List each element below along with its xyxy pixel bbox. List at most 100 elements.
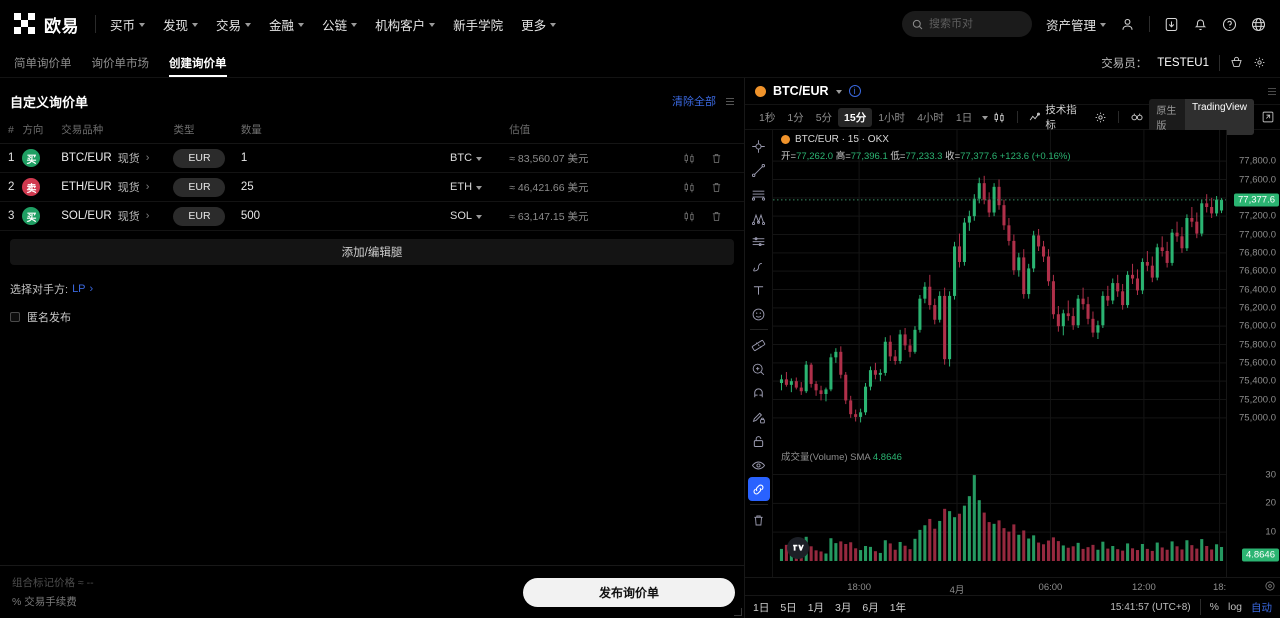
text-tool-icon[interactable] (748, 278, 770, 302)
anonymous-checkbox[interactable] (10, 312, 20, 322)
zoom-icon[interactable] (748, 357, 770, 381)
fullscreen-icon[interactable] (1262, 111, 1274, 123)
timeframe-15m[interactable]: 15分 (838, 107, 873, 127)
timeframe-4h[interactable]: 4小时 (917, 111, 944, 124)
nav-item-institutional[interactable]: 机构客户 (375, 15, 436, 34)
nav-item-trade[interactable]: 交易 (216, 15, 252, 34)
time-axis[interactable]: 18:00 4月 06:00 12:00 18: (745, 577, 1280, 596)
row-quantity[interactable]: 500 (240, 201, 451, 231)
direction-badge-buy[interactable]: 买 (22, 207, 41, 225)
crosshair-icon[interactable] (748, 134, 770, 158)
direction-badge-sell[interactable]: 卖 (22, 178, 41, 196)
counterparty-value[interactable]: LP (72, 283, 86, 295)
publish-rfq-button[interactable]: 发布询价单 (523, 578, 735, 607)
layout-icon[interactable] (1230, 56, 1243, 69)
chart-settings-gear-icon[interactable] (1089, 111, 1112, 124)
row-direction[interactable]: 买 (22, 143, 62, 173)
nav-item-finance[interactable]: 金融 (269, 15, 305, 34)
row-currency[interactable]: BTC (450, 143, 510, 173)
delete-icon[interactable] (710, 181, 723, 194)
bell-icon[interactable] (1193, 17, 1208, 32)
currency-selector[interactable]: BTC (450, 152, 509, 164)
row-quantity[interactable]: 25 (240, 172, 451, 202)
nav-item-more[interactable]: 更多 (521, 15, 557, 34)
nav-item-chain[interactable]: 公链 (322, 15, 358, 34)
currency-selector[interactable]: SOL (450, 210, 509, 222)
info-icon[interactable]: i (848, 85, 861, 97)
timeframe-1s[interactable]: 1秒 (759, 111, 776, 124)
chart-menu-icon[interactable] (1268, 87, 1276, 95)
drawing-lock-icon[interactable] (748, 405, 770, 429)
download-icon[interactable] (1164, 17, 1179, 32)
globe-icon[interactable] (1251, 17, 1266, 32)
type-pill[interactable]: EUR (173, 206, 226, 226)
row-direction[interactable]: 买 (22, 201, 62, 231)
type-pill[interactable]: EUR (173, 148, 226, 168)
timeframe-5m[interactable]: 5分 (815, 111, 833, 124)
search-box[interactable] (901, 11, 1032, 37)
okx-logo[interactable]: 欧易 (14, 12, 79, 37)
price-axis[interactable]: 77,800.077,600.077,400.077,200.077,000.0… (1226, 130, 1280, 577)
range-1d[interactable]: 1日 (753, 601, 770, 614)
row-type[interactable]: EUR (173, 201, 241, 231)
row-instrument[interactable]: BTC/EUR 现货 › (61, 143, 174, 173)
resize-handle[interactable] (734, 608, 742, 616)
horizontal-lines-icon[interactable] (748, 182, 770, 206)
delete-icon[interactable] (710, 152, 723, 165)
magnet-icon[interactable] (748, 381, 770, 405)
range-1y[interactable]: 1年 (889, 601, 907, 614)
quantity-input[interactable]: 500 (240, 210, 260, 222)
timeframe-1d[interactable]: 1日 (955, 111, 973, 124)
panel-grip-icon[interactable] (726, 97, 734, 105)
nav-item-academy[interactable]: 新手学院 (453, 15, 503, 34)
view-mode-tradingview[interactable]: TradingView (1184, 99, 1254, 135)
row-type[interactable]: EUR (173, 172, 241, 202)
row-instrument[interactable]: SOL/EUR 现货 › (61, 201, 174, 231)
row-quantity[interactable]: 1 (240, 143, 451, 173)
range-5d[interactable]: 5日 (780, 601, 797, 614)
axis-settings-icon[interactable] (1264, 580, 1276, 592)
percent-scale-toggle[interactable]: % (1209, 601, 1219, 613)
link-tool-icon[interactable] (747, 477, 770, 501)
measure-ruler-icon[interactable] (748, 333, 770, 357)
search-input[interactable] (928, 18, 1022, 30)
instrument-selector[interactable]: ETH/EUR 现货 › (61, 179, 173, 195)
anonymous-publish-row[interactable]: 匿名发布 (10, 309, 744, 325)
help-icon[interactable] (1222, 17, 1237, 32)
timeframe-1h[interactable]: 1小时 (878, 111, 906, 124)
row-instrument[interactable]: ETH/EUR 现货 › (61, 172, 174, 202)
indicators-button[interactable]: 技术指标 (1024, 102, 1089, 132)
candlestick-icon[interactable] (683, 210, 696, 223)
add-edit-leg-button[interactable]: 添加/编辑腿 (10, 239, 734, 265)
nav-item-discover[interactable]: 发现 (163, 15, 199, 34)
instrument-selector[interactable]: BTC/EUR 现货 › (61, 150, 173, 166)
lock-icon[interactable] (748, 429, 770, 453)
candlestick-icon[interactable] (683, 181, 696, 194)
delete-drawings-icon[interactable] (748, 508, 770, 532)
brush-icon[interactable] (748, 254, 770, 278)
auto-scale-toggle[interactable]: 自动 (1251, 601, 1272, 614)
range-1m[interactable]: 1月 (807, 601, 825, 614)
chart-canvas[interactable]: BTC/EUR · 15 · OKX 开=77,262.0 高=77,396.1… (773, 130, 1226, 577)
nav-item-buy-crypto[interactable]: 买币 (110, 15, 146, 34)
fibonacci-icon[interactable] (748, 230, 770, 254)
user-icon[interactable] (1120, 17, 1135, 32)
row-type[interactable]: EUR (173, 143, 241, 173)
direction-badge-buy[interactable]: 买 (22, 149, 41, 167)
row-currency[interactable]: SOL (450, 201, 510, 231)
range-3m[interactable]: 3月 (835, 601, 852, 614)
tab-rfq-market[interactable]: 询价单市场 (91, 57, 150, 70)
timeframe-1m[interactable]: 1分 (787, 111, 804, 124)
emoji-icon[interactable] (748, 302, 770, 326)
tab-create-rfq[interactable]: 创建询价单 (169, 48, 227, 77)
tab-simple-rfq[interactable]: 简单询价单 (14, 57, 72, 70)
delete-icon[interactable] (710, 210, 723, 223)
currency-selector[interactable]: ETH (450, 181, 509, 193)
chevron-down-icon[interactable] (982, 115, 989, 120)
asset-management-menu[interactable]: 资产管理 (1046, 15, 1106, 34)
view-mode-native[interactable]: 原生版 (1156, 106, 1177, 132)
compare-icon[interactable] (1125, 111, 1149, 124)
candlestick-icon[interactable] (683, 152, 696, 165)
pitchfork-icon[interactable] (748, 206, 770, 230)
quantity-input[interactable]: 25 (240, 181, 254, 193)
